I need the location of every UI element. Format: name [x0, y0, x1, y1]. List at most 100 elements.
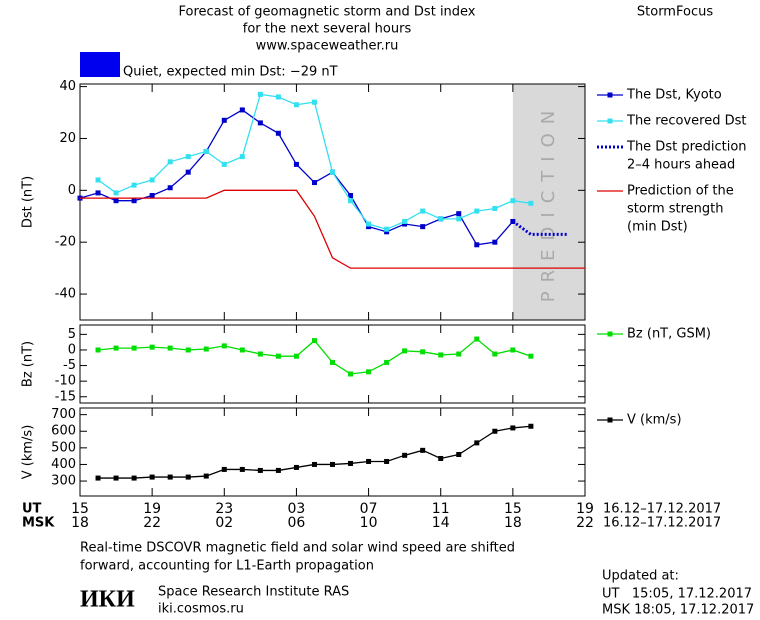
updated: MSK 18:05, 17.12.2017 [602, 603, 754, 618]
point [113, 475, 119, 481]
legend-label: (min Dst) [627, 220, 688, 235]
series-line [79, 109, 514, 246]
plot-frame [79, 324, 586, 404]
legend-label: V (km/s) [627, 413, 682, 428]
x-tick-label: 15 [504, 501, 522, 517]
point [311, 461, 317, 467]
point [257, 351, 263, 357]
point [239, 466, 245, 472]
msk-tick-label: 22 [576, 515, 594, 531]
y-tick-label: 0 [68, 342, 76, 357]
ut-label: UT [22, 502, 42, 517]
point [95, 190, 101, 196]
legend-label: The recovered Dst [626, 114, 746, 129]
logo: ИКИ [80, 587, 135, 613]
point [149, 344, 155, 350]
legend-marker [607, 331, 613, 337]
institute: Space Research Institute RAS [158, 585, 349, 600]
updated: UT 15:05, 17.12.2017 [602, 587, 752, 602]
y-tick-label: -20 [55, 235, 76, 250]
point [456, 211, 462, 217]
point [185, 169, 191, 175]
y-tick-label: 40 [59, 79, 76, 94]
point [510, 425, 516, 431]
point [402, 348, 408, 354]
legend-marker [607, 417, 613, 423]
point [492, 428, 498, 434]
legend-label: Prediction of the [627, 184, 734, 199]
point [384, 226, 390, 232]
point [420, 349, 426, 355]
y-tick-label: 600 [51, 424, 76, 439]
note: Real-time DSCOVR magnetic field and sola… [80, 541, 515, 556]
point [275, 94, 281, 100]
y-tick-label: 5 [68, 327, 76, 342]
series-line [97, 338, 532, 375]
point [384, 458, 390, 464]
y-axis-label: Dst (nT) [21, 176, 36, 228]
point [438, 216, 444, 222]
msk-tick-label: 18 [71, 515, 89, 531]
status-box [80, 52, 120, 77]
point [203, 346, 209, 352]
point [510, 347, 516, 353]
point [239, 107, 245, 113]
point [131, 345, 137, 351]
point [131, 182, 137, 188]
point [348, 371, 354, 377]
point [167, 474, 173, 480]
series-line [80, 189, 585, 269]
point [257, 120, 263, 126]
point [257, 91, 263, 97]
point [293, 464, 299, 470]
updated: Updated at: [602, 569, 679, 584]
point [185, 347, 191, 353]
msk-tick-label: 06 [288, 515, 306, 531]
point [528, 423, 534, 429]
point [221, 466, 227, 472]
y-tick-label: -10 [55, 374, 76, 389]
y-tick-label: -40 [55, 287, 76, 302]
point [330, 359, 335, 365]
y-tick-label: 700 [51, 407, 76, 422]
point [131, 198, 137, 204]
status: Quiet, expected min Dst: −29 nT [123, 65, 338, 80]
point [203, 148, 209, 154]
point [239, 347, 245, 353]
msk-dates: 16.12–17.12.2017 [603, 516, 721, 531]
point [384, 359, 390, 365]
point [167, 159, 173, 165]
point [438, 455, 444, 461]
point [311, 99, 317, 105]
y-tick-label: -5 [63, 358, 76, 373]
point [239, 154, 245, 160]
site: iki.cosmos.ru [158, 602, 244, 617]
point [257, 467, 263, 473]
point [203, 473, 209, 479]
point [510, 198, 516, 204]
ut-dates: 16.12–17.12.2017 [603, 502, 721, 517]
title: www.spaceweather.ru [256, 39, 399, 54]
point [474, 336, 480, 342]
point [348, 460, 354, 466]
point [293, 102, 299, 108]
y-tick-label: -15 [55, 389, 76, 404]
x-tick-label: 11 [432, 501, 450, 517]
x-tick-label: 15 [71, 501, 89, 517]
legend-marker [607, 92, 613, 98]
point [456, 216, 462, 222]
point [185, 154, 191, 160]
msk-tick-label: 14 [432, 515, 450, 531]
y-tick-label: 300 [51, 474, 76, 489]
point [366, 369, 372, 375]
point [149, 193, 155, 199]
y-tick-label: 400 [51, 457, 76, 472]
point [221, 161, 227, 167]
plot-frame [79, 407, 586, 497]
point [167, 185, 173, 191]
point [366, 221, 372, 227]
legend-label: storm strength [627, 202, 724, 217]
x-tick-label: 19 [576, 501, 594, 517]
x-tick-label: 07 [360, 501, 378, 517]
point [420, 447, 426, 453]
